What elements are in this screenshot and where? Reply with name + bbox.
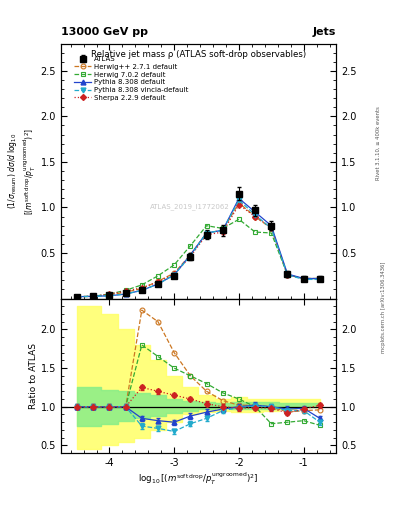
Sherpa 2.2.9 default [204,232,209,238]
Pythia 8.308 default [107,293,112,299]
Text: mcplots.cern.ch [arXiv:1306.3436]: mcplots.cern.ch [arXiv:1306.3436] [381,262,386,353]
Pythia 8.308 vincia-default [91,293,95,300]
Pythia 8.308 vincia-default [188,253,193,259]
Pythia 8.308 vincia-default [301,276,306,283]
Pythia 8.308 default [172,272,176,278]
Herwig 7.0.2 default [237,216,241,222]
Text: Rivet 3.1.10, ≥ 400k events: Rivet 3.1.10, ≥ 400k events [376,106,380,180]
Text: Relative jet mass ρ (ATLAS soft-drop observables): Relative jet mass ρ (ATLAS soft-drop obs… [91,50,306,59]
Line: Herwig 7.0.2 default: Herwig 7.0.2 default [75,217,322,299]
Herwig 7.0.2 default [301,275,306,282]
Pythia 8.308 vincia-default [318,276,322,283]
Herwig++ 2.7.1 default [123,289,128,295]
Herwig++ 2.7.1 default [237,200,241,206]
Sherpa 2.2.9 default [237,202,241,208]
Pythia 8.308 default [188,252,193,258]
Herwig++ 2.7.1 default [140,286,144,292]
Pythia 8.308 default [220,227,225,233]
Pythia 8.308 default [301,275,306,282]
Sherpa 2.2.9 default [220,229,225,235]
Text: 13000 GeV pp: 13000 GeV pp [61,27,148,37]
Sherpa 2.2.9 default [123,288,128,294]
Herwig++ 2.7.1 default [204,230,209,236]
Herwig++ 2.7.1 default [220,227,225,233]
Pythia 8.308 default [204,230,209,236]
Herwig++ 2.7.1 default [188,252,193,258]
Legend: ATLAS, Herwig++ 2.7.1 default, Herwig 7.0.2 default, Pythia 8.308 default, Pythi: ATLAS, Herwig++ 2.7.1 default, Herwig 7.… [73,55,190,102]
Herwig 7.0.2 default [107,291,112,297]
Herwig++ 2.7.1 default [172,270,176,276]
Line: Sherpa 2.2.9 default: Sherpa 2.2.9 default [75,203,322,299]
Pythia 8.308 vincia-default [204,230,209,236]
Herwig++ 2.7.1 default [156,278,160,284]
X-axis label: $\log_{10}[(m^{\rm soft\,drop}/p_T^{\rm ungroomed})^2]$: $\log_{10}[(m^{\rm soft\,drop}/p_T^{\rm … [138,471,259,487]
Pythia 8.308 default [156,281,160,287]
Herwig++ 2.7.1 default [318,275,322,282]
Pythia 8.308 vincia-default [220,227,225,233]
Line: Pythia 8.308 vincia-default: Pythia 8.308 vincia-default [75,198,322,299]
Pythia 8.308 default [237,195,241,201]
Herwig 7.0.2 default [140,282,144,288]
Sherpa 2.2.9 default [269,224,274,230]
Sherpa 2.2.9 default [107,291,112,297]
Pythia 8.308 default [91,293,95,300]
Herwig 7.0.2 default [75,294,79,300]
Pythia 8.308 vincia-default [75,294,79,300]
Sherpa 2.2.9 default [285,272,290,278]
Sherpa 2.2.9 default [253,214,257,220]
Pythia 8.308 default [140,287,144,293]
Herwig 7.0.2 default [253,229,257,235]
Herwig 7.0.2 default [269,230,274,236]
Herwig 7.0.2 default [220,225,225,231]
Pythia 8.308 default [253,209,257,215]
Sherpa 2.2.9 default [188,253,193,260]
Herwig++ 2.7.1 default [269,225,274,231]
Sherpa 2.2.9 default [318,275,322,282]
Herwig++ 2.7.1 default [253,214,257,220]
Sherpa 2.2.9 default [301,275,306,282]
Line: Herwig++ 2.7.1 default: Herwig++ 2.7.1 default [75,201,322,299]
Herwig 7.0.2 default [188,243,193,249]
Herwig 7.0.2 default [204,223,209,229]
Pythia 8.308 default [75,294,79,300]
Pythia 8.308 vincia-default [172,272,176,278]
Sherpa 2.2.9 default [75,294,79,300]
Sherpa 2.2.9 default [91,293,95,300]
Line: Pythia 8.308 default: Pythia 8.308 default [75,196,322,299]
Herwig 7.0.2 default [318,275,322,282]
Herwig 7.0.2 default [285,272,290,278]
Herwig++ 2.7.1 default [107,292,112,298]
Herwig++ 2.7.1 default [75,294,79,300]
Pythia 8.308 default [285,271,290,277]
Herwig++ 2.7.1 default [285,272,290,278]
Pythia 8.308 vincia-default [156,281,160,287]
Herwig 7.0.2 default [156,273,160,279]
Y-axis label: Ratio to ATLAS: Ratio to ATLAS [29,343,38,409]
Sherpa 2.2.9 default [172,271,176,277]
Pythia 8.308 default [269,223,274,229]
Herwig++ 2.7.1 default [301,275,306,282]
Pythia 8.308 default [123,291,128,297]
Herwig 7.0.2 default [172,262,176,268]
Pythia 8.308 vincia-default [107,293,112,299]
Text: Jets: Jets [313,27,336,37]
Sherpa 2.2.9 default [140,285,144,291]
Herwig 7.0.2 default [91,293,95,300]
Pythia 8.308 default [318,275,322,282]
Herwig 7.0.2 default [123,287,128,293]
Herwig++ 2.7.1 default [91,293,95,300]
Sherpa 2.2.9 default [156,279,160,285]
Pythia 8.308 vincia-default [140,287,144,293]
Pythia 8.308 vincia-default [123,291,128,297]
Text: ATLAS_2019_I1772062: ATLAS_2019_I1772062 [151,203,230,210]
Y-axis label: $(1/\sigma_{\rm resum})$ $d\sigma/d\,\log_{10}$
$[(m^{\rm soft\,drop}/p_T^{\rm u: $(1/\sigma_{\rm resum})$ $d\sigma/d\,\lo… [6,127,38,215]
Pythia 8.308 vincia-default [269,225,274,231]
Pythia 8.308 vincia-default [285,272,290,278]
Pythia 8.308 vincia-default [253,211,257,218]
Pythia 8.308 vincia-default [237,197,241,203]
